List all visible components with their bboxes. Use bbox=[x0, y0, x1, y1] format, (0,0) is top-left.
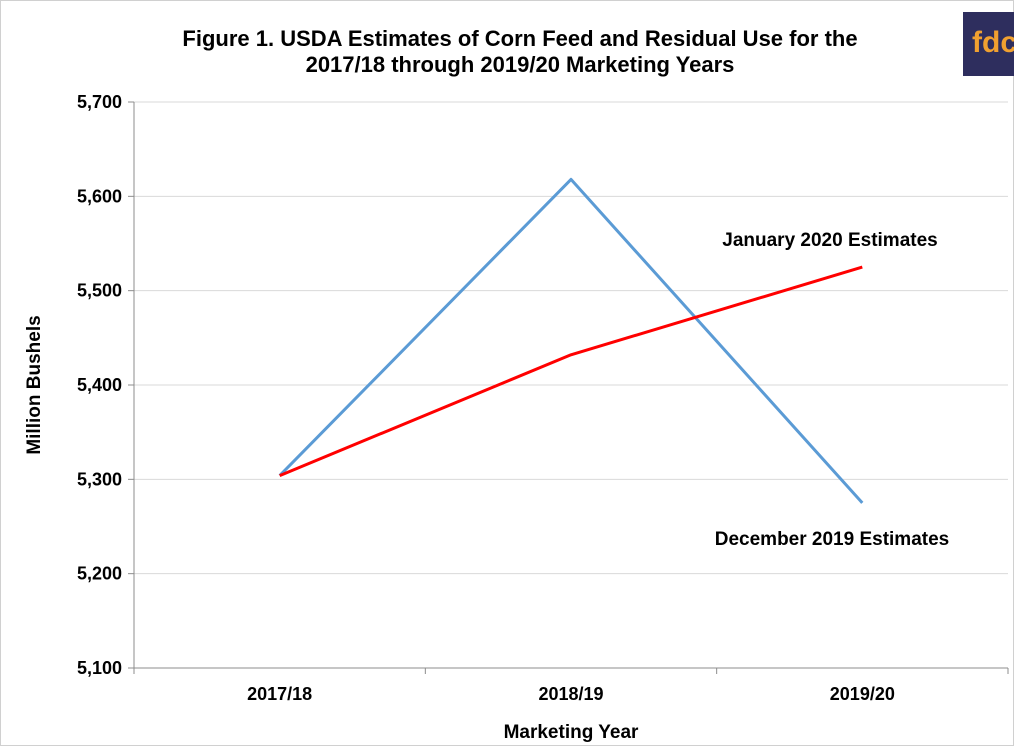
series-lines bbox=[278, 177, 864, 504]
y-tick-label: 5,200 bbox=[77, 564, 122, 584]
series-label-december-2019: December 2019 Estimates bbox=[715, 529, 949, 550]
y-axis-title: Million Bushels bbox=[24, 315, 45, 454]
x-tick-label: 2018/19 bbox=[538, 684, 603, 704]
fdc-logo-text: fdc bbox=[972, 26, 1014, 59]
x-axis-title: Marketing Year bbox=[504, 722, 639, 743]
chart-title: Figure 1. USDA Estimates of Corn Feed an… bbox=[100, 26, 940, 78]
gridlines bbox=[134, 101, 1008, 575]
y-tick-label: 5,600 bbox=[77, 186, 122, 206]
y-tick-label: 5,300 bbox=[77, 469, 122, 489]
y-tick-labels: 5,100 5,200 5,300 5,400 5,500 5,600 5,700 bbox=[77, 92, 134, 678]
y-tick-label: 5,700 bbox=[77, 92, 122, 112]
y-tick-label: 5,400 bbox=[77, 375, 122, 395]
chart-title-line-1: Figure 1. USDA Estimates of Corn Feed an… bbox=[182, 26, 858, 51]
x-tick-label: 2019/20 bbox=[830, 684, 895, 704]
series-label-january-2020: January 2020 Estimates bbox=[722, 230, 937, 251]
x-tick-label: 2017/18 bbox=[247, 684, 312, 704]
x-tick-labels: 2017/18 2018/19 2019/20 bbox=[133, 668, 1009, 704]
fdc-logo: fdc bbox=[963, 12, 1014, 76]
series-line-january-2020 bbox=[279, 265, 863, 477]
chart-title-line-2: 2017/18 through 2019/20 Marketing Years bbox=[305, 52, 735, 77]
series-line-december-2019 bbox=[278, 177, 864, 504]
y-tick-label: 5,100 bbox=[77, 658, 122, 678]
y-tick-label: 5,500 bbox=[77, 281, 122, 301]
